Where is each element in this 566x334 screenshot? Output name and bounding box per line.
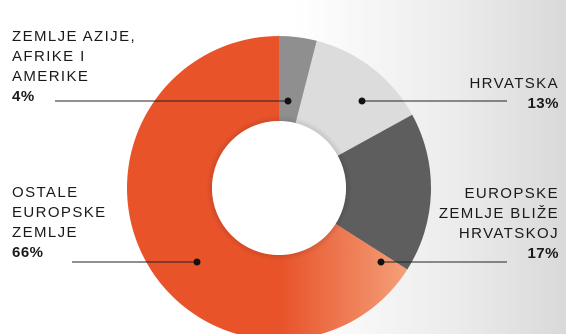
slice-nearby-european — [335, 114, 432, 270]
label-name-line: HRVATSKA — [469, 75, 559, 92]
label-value: 13% — [527, 95, 559, 112]
leader-asia-africa-america — [55, 97, 292, 105]
label-name-line: AMERIKE — [12, 68, 90, 85]
label-name-line: AFRIKE I — [12, 48, 86, 65]
label-name-line: EUROPSKE — [12, 204, 107, 221]
label-nearby-european: EUROPSKE ZEMLJE BLIŽE HRVATSKOJ 17% — [439, 184, 559, 264]
leader-croatia — [358, 97, 507, 105]
label-croatia: HRVATSKA 13% — [469, 74, 559, 114]
slice-croatia — [295, 40, 413, 156]
label-value: 4% — [12, 88, 35, 105]
label-name-line: HRVATSKOJ — [458, 225, 559, 242]
label-value: 66% — [12, 244, 44, 261]
label-value: 17% — [527, 245, 559, 262]
label-other-european: OSTALE EUROPSKE ZEMLJE 66% — [12, 183, 107, 263]
donut-hole — [212, 121, 346, 255]
label-name-line: ZEMLJE AZIJE, — [12, 28, 137, 45]
label-name-line: ZEMLJE BLIŽE — [438, 205, 559, 222]
leader-nearby-european — [377, 258, 507, 266]
label-asia-africa-america: ZEMLJE AZIJE, AFRIKE I AMERIKE 4% — [12, 27, 136, 107]
label-name-line: OSTALE — [12, 184, 79, 201]
leader-other-european — [72, 258, 201, 266]
label-name-line: ZEMLJE — [12, 224, 78, 241]
label-name-line: EUROPSKE — [464, 185, 559, 202]
